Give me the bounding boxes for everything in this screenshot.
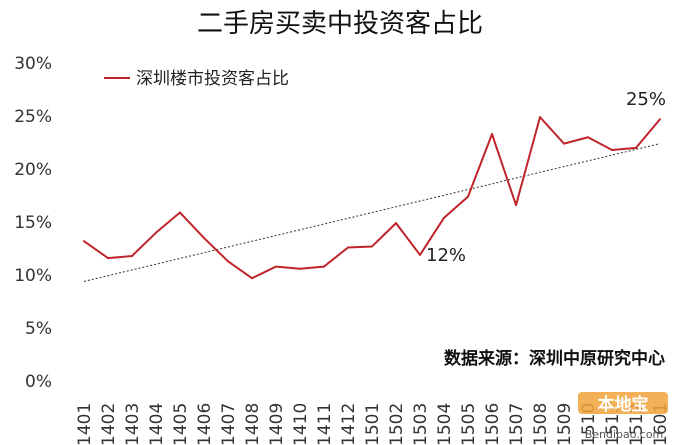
x-tick-label: 1503 — [411, 403, 431, 445]
x-tick-label: 1506 — [483, 403, 503, 445]
data-point — [467, 195, 469, 198]
legend: 深圳楼市投资客占比 — [104, 69, 289, 89]
y-tick-label: 20% — [14, 160, 52, 180]
x-tick-label: 1410 — [291, 403, 311, 445]
watermark-brand: 本地宝 — [598, 394, 649, 415]
y-axis: 0% 5% 10% 15% 20% 25% 30% — [14, 54, 52, 392]
x-tick-label: 1502 — [387, 403, 407, 445]
data-point — [659, 118, 661, 121]
y-tick-label: 15% — [14, 213, 52, 233]
watermark-url: Bendibao.com — [585, 428, 664, 441]
data-point — [611, 148, 613, 151]
data-point — [419, 253, 421, 256]
annotations: 12% 25% — [426, 89, 666, 266]
y-tick-label: 10% — [14, 266, 52, 286]
data-point — [491, 133, 493, 136]
data-point — [251, 277, 253, 280]
x-tick-label: 1406 — [195, 403, 215, 445]
series-group — [83, 116, 661, 280]
data-point — [347, 246, 349, 249]
watermark: 本地宝 Bendibao.com — [578, 392, 668, 441]
data-point — [539, 116, 541, 119]
x-tick-label: 1409 — [267, 403, 287, 445]
data-point — [563, 142, 565, 145]
x-tick-label: 1402 — [99, 403, 119, 445]
x-tick-label: 1507 — [507, 403, 527, 445]
x-tick-label: 1407 — [219, 403, 239, 445]
trendline-line — [83, 143, 661, 282]
y-tick-label: 5% — [25, 319, 52, 339]
data-label: 12% — [426, 245, 466, 266]
watermark-badge — [578, 392, 668, 414]
x-tick-label: 1405 — [171, 403, 191, 445]
data-point — [275, 265, 277, 268]
data-point — [371, 245, 373, 248]
x-tick-label: 1501 — [363, 403, 383, 445]
data-point — [395, 222, 397, 225]
legend-label: 深圳楼市投资客占比 — [136, 69, 289, 89]
data-point — [131, 254, 133, 257]
data-point — [83, 240, 85, 243]
x-tick-label: 1504 — [435, 403, 455, 445]
data-point — [179, 211, 181, 214]
x-tick-label: 1401 — [75, 403, 95, 445]
data-point — [299, 267, 301, 270]
trendline — [83, 143, 661, 282]
y-tick-label: 25% — [14, 107, 52, 127]
x-tick-label: 1509 — [555, 403, 575, 445]
y-tick-label: 30% — [14, 54, 52, 74]
x-tick-label: 1408 — [243, 403, 263, 445]
y-tick-label: 0% — [25, 372, 52, 392]
series-line — [83, 116, 661, 280]
x-tick-label: 1404 — [147, 403, 167, 445]
x-tick-label: 1412 — [339, 403, 359, 445]
data-point — [323, 265, 325, 268]
x-tick-label: 1403 — [123, 403, 143, 445]
chart-title: 二手房买卖中投资客占比 — [197, 9, 483, 39]
data-point — [443, 216, 445, 219]
data-point — [227, 260, 229, 263]
source-note: 数据来源：深圳中原研究中心 — [444, 348, 665, 369]
data-label: 25% — [626, 89, 666, 110]
data-point — [155, 231, 157, 234]
data-point — [203, 236, 205, 239]
x-axis: 1401 1402 1403 1404 1405 1406 1407 1408 1409 1410… — [75, 403, 671, 445]
x-tick-label: 1505 — [459, 403, 479, 445]
data-point — [635, 146, 637, 149]
data-point — [587, 136, 589, 139]
data-point — [515, 204, 517, 207]
x-tick-label: 1411 — [315, 403, 335, 445]
x-tick-label: 1508 — [531, 403, 551, 445]
data-point — [107, 257, 109, 260]
